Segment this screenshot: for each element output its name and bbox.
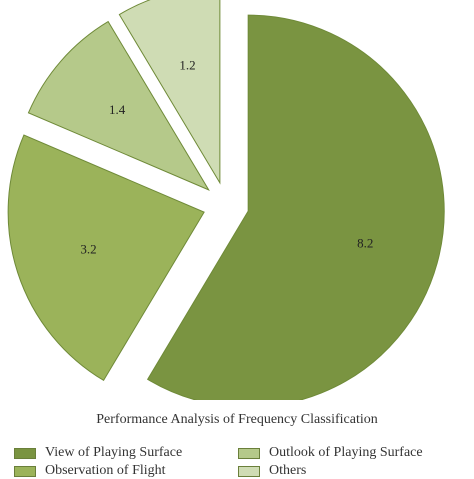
- legend-swatch: [238, 447, 260, 459]
- legend-label: Outlook of Playing Surface: [269, 445, 423, 460]
- chart-title: Performance Analysis of Frequency Classi…: [96, 412, 378, 427]
- pie-slice-outlook-of-playing-surface: [27, 20, 210, 191]
- legend-item-view-of-playing-surface: View of Playing Surface: [14, 445, 182, 461]
- slice-value-label-others: 1.2: [179, 58, 195, 73]
- legend-label: Others: [269, 463, 307, 478]
- pie-chart: 8.2 3.2 1.4 1.2: [7, 0, 445, 400]
- slice-value-label-view-of-playing-surface: 8.2: [357, 235, 373, 250]
- legend-swatch: [238, 465, 260, 477]
- legend-item-outlook-of-playing-surface: Outlook of Playing Surface: [238, 445, 423, 461]
- legend-item-observation-of-flight: Observation of Flight: [14, 463, 166, 479]
- legend-label: Observation of Flight: [45, 463, 166, 478]
- pie-slice-observation-of-flight: [7, 134, 205, 382]
- pie-slice-others: [118, 0, 221, 185]
- legend-swatch: [14, 447, 36, 459]
- slice-value-label-outlook-of-playing-surface: 1.4: [109, 102, 126, 117]
- legend-swatch: [14, 465, 36, 477]
- pie-slice-view-of-playing-surface: [146, 14, 445, 400]
- slice-value-label-observation-of-flight: 3.2: [80, 242, 96, 257]
- legend-label: View of Playing Surface: [45, 445, 183, 460]
- legend-item-others: Others: [238, 463, 306, 479]
